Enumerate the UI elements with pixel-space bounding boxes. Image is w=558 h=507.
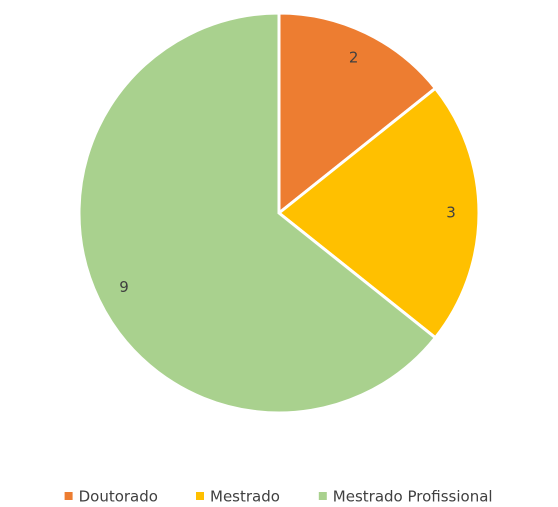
pie-slice (277, 11, 438, 217)
pie-slice (276, 86, 481, 340)
data-label: 2 (349, 49, 359, 67)
legend-label: Mestrado (210, 488, 280, 506)
pie-slice (77, 11, 438, 415)
legend-swatch (64, 492, 73, 500)
legend-swatch (318, 492, 327, 500)
legend-swatch (196, 492, 204, 500)
data-label: 3 (446, 204, 456, 222)
legend-label: Mestrado Profissional (333, 488, 493, 506)
data-label: 9 (119, 278, 129, 296)
legend-label: Doutorado (79, 488, 158, 506)
